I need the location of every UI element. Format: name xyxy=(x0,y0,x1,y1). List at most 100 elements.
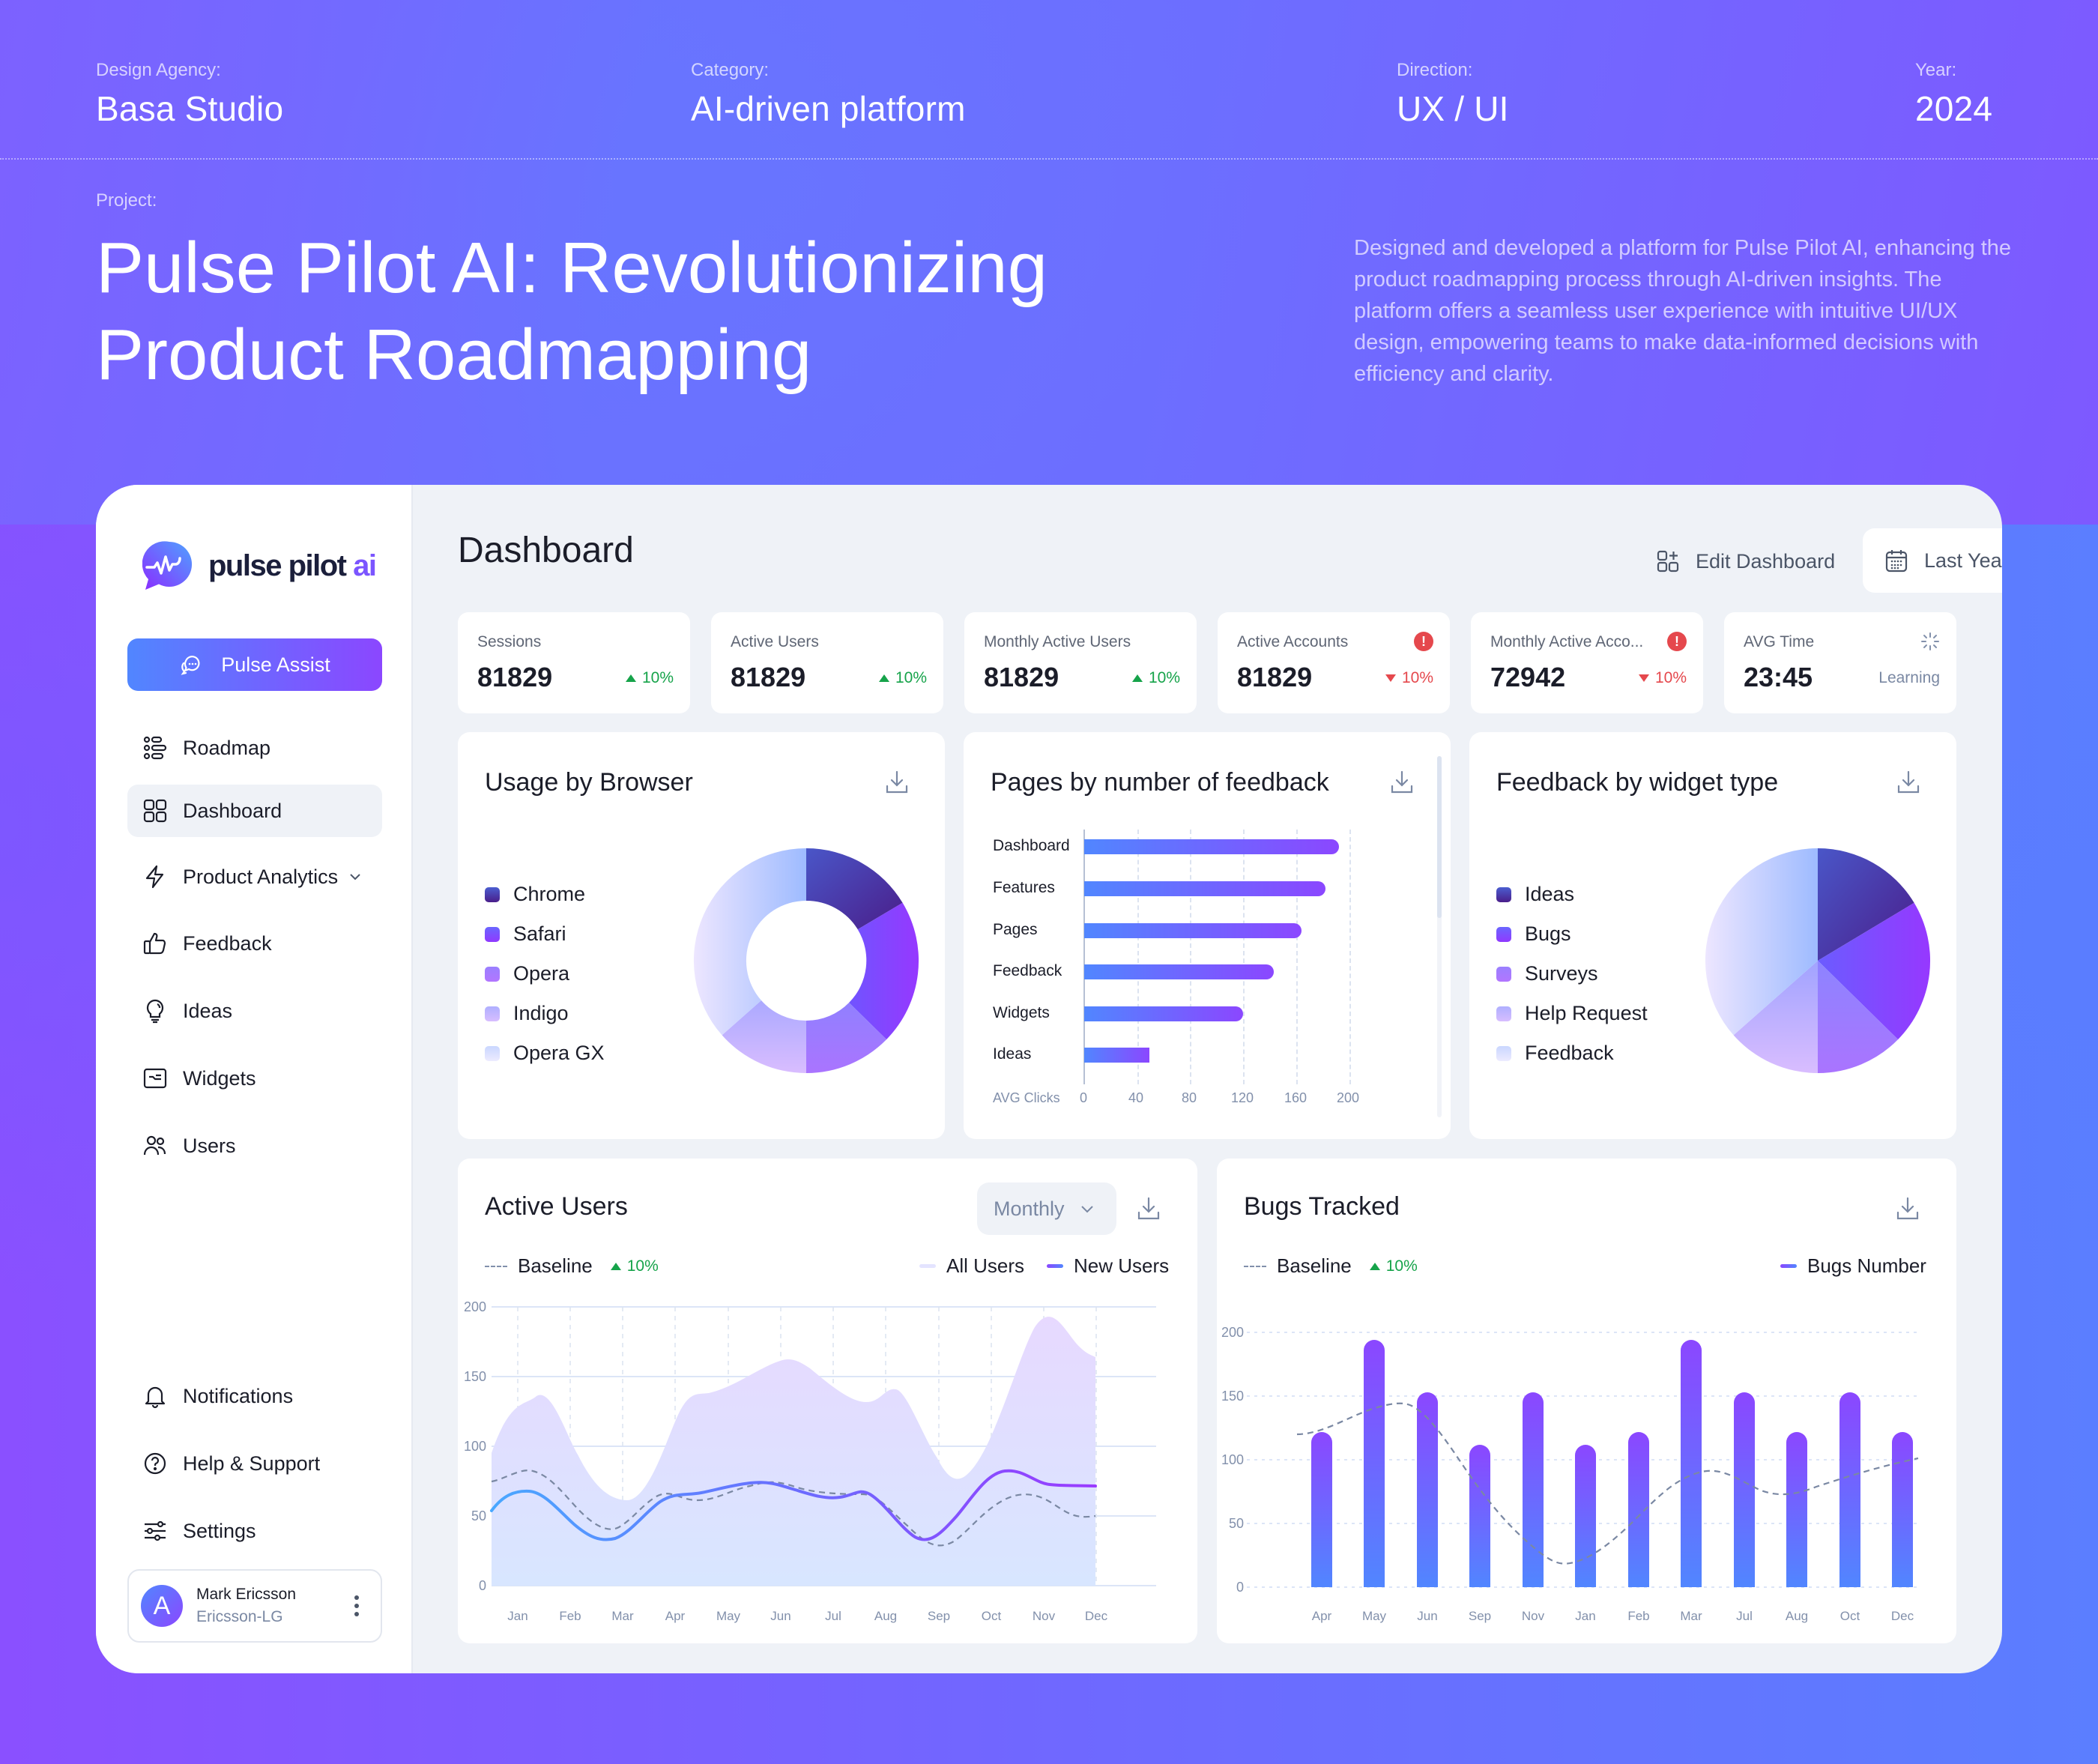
meta-value-direction: UX / UI xyxy=(1397,89,1509,128)
sidebar-item-product-analytics[interactable]: Product Analytics xyxy=(127,851,382,903)
slice-indigo[interactable] xyxy=(722,1000,806,1073)
bar-sep[interactable] xyxy=(1469,1445,1490,1587)
bar-feb[interactable] xyxy=(1628,1432,1649,1587)
slice-surveys[interactable] xyxy=(1818,961,1899,1073)
sidebar-item-label: Product Analytics xyxy=(183,865,339,888)
meta-value-year: 2024 xyxy=(1915,89,1993,128)
kpi-delta: 10% xyxy=(1638,669,1687,687)
sidebar-item-feedback[interactable]: Feedback xyxy=(127,917,382,970)
kpi-label: Monthly Active Acco... xyxy=(1490,633,1644,650)
sidebar-item-label: Settings xyxy=(183,1519,256,1542)
widget-icon xyxy=(143,1068,167,1089)
bar-ideas[interactable] xyxy=(1084,1048,1149,1063)
slice-bugs[interactable] xyxy=(1818,902,1931,1040)
sidebar-item-users[interactable]: Users xyxy=(127,1120,382,1172)
x-tick: Apr xyxy=(665,1609,686,1623)
bar-jun[interactable] xyxy=(1417,1392,1438,1587)
slice-opera-gx[interactable] xyxy=(693,848,806,1036)
download-icon[interactable] xyxy=(1896,770,1921,795)
x-tick: Jun xyxy=(770,1609,790,1623)
edit-dashboard-button[interactable]: Edit Dashboard xyxy=(1657,530,1835,593)
kpi-card-avg-time[interactable]: AVG Time 23:45 Learning xyxy=(1724,612,1956,713)
sidebar-item-notifications[interactable]: Notifications xyxy=(127,1370,382,1422)
bar-aug[interactable] xyxy=(1786,1432,1807,1587)
active-users-area-chart[interactable]: 200 150 100 50 0 Jan Feb Mar Apr May Jun… xyxy=(458,1159,1197,1643)
sidebar-item-ideas[interactable]: Ideas xyxy=(127,985,382,1037)
bar-oct[interactable] xyxy=(1839,1392,1860,1587)
kpi-card-sessions[interactable]: Sessions 81829 10% xyxy=(458,612,690,713)
baseline-delta: 10% xyxy=(610,1257,659,1275)
bar-features[interactable] xyxy=(1084,881,1325,896)
download-icon[interactable] xyxy=(1136,1196,1161,1221)
x-tick: 0 xyxy=(1080,1090,1088,1105)
slice-help-request[interactable] xyxy=(1733,961,1818,1073)
x-tick: Dec xyxy=(1085,1609,1108,1623)
legend-item-bugs-number[interactable]: Bugs Number xyxy=(1780,1254,1926,1278)
download-icon[interactable] xyxy=(1895,1196,1920,1221)
bar-nov[interactable] xyxy=(1523,1392,1544,1587)
alert-icon[interactable]: ! xyxy=(1667,632,1687,651)
bell-icon xyxy=(145,1386,166,1409)
slice-safari[interactable] xyxy=(849,902,919,1040)
user-profile-card[interactable]: A Mark Ericsson Ericsson-LG xyxy=(127,1569,382,1643)
pulse-assist-button[interactable]: Pulse Assist xyxy=(127,638,382,691)
logo[interactable]: pulse pilot ai xyxy=(142,539,377,593)
bar-dashboard[interactable] xyxy=(1084,839,1339,854)
bar-label: Widgets xyxy=(993,1004,1050,1021)
kpi-card-monthly-active-users[interactable]: Monthly Active Users 81829 10% xyxy=(964,612,1197,713)
kpi-card-active-accounts[interactable]: Active Accounts ! 81829 10% xyxy=(1218,612,1450,713)
legend-label: Bugs xyxy=(1525,922,1571,945)
x-tick: May xyxy=(1362,1609,1387,1623)
x-tick: Jun xyxy=(1417,1609,1437,1623)
bar-dec[interactable] xyxy=(1892,1432,1913,1587)
card-title: Active Users xyxy=(485,1192,628,1221)
chart-legend: Chrome Safari Opera Indigo Opera GX xyxy=(485,875,605,1073)
sidebar-item-dashboard[interactable]: Dashboard xyxy=(127,785,382,837)
bar-mar[interactable] xyxy=(1681,1340,1702,1587)
bugs-tracked-bar-chart[interactable]: 200 150 100 50 0 Apr May Jun Sep Nov Jan… xyxy=(1217,1159,1956,1643)
legend-label: Ideas xyxy=(1525,883,1575,905)
kpi-card-monthly-active-accounts[interactable]: Monthly Active Acco... ! 72942 10% xyxy=(1471,612,1703,713)
chevron-down-icon[interactable] xyxy=(347,869,363,885)
kpi-value: 81829 xyxy=(477,662,553,692)
x-axis-ticks: Apr May Jun Sep Nov Jan Feb Mar Jul Aug … xyxy=(1312,1609,1914,1623)
kpi-card-active-users[interactable]: Active Users 81829 10% xyxy=(711,612,943,713)
download-icon[interactable] xyxy=(884,770,910,795)
alert-icon[interactable]: ! xyxy=(1414,632,1433,651)
bar-apr[interactable] xyxy=(1311,1432,1332,1587)
slice-ideas[interactable] xyxy=(1818,848,1914,961)
browser-donut-chart[interactable] xyxy=(683,837,930,1084)
sidebar-item-settings[interactable]: Settings xyxy=(127,1505,382,1557)
sidebar-item-roadmap[interactable]: Roadmap xyxy=(127,722,382,774)
legend-item-all-users[interactable]: All Users xyxy=(919,1254,1024,1278)
y-tick: 150 xyxy=(464,1369,486,1384)
bar-feedback[interactable] xyxy=(1084,964,1274,979)
legend-swatch xyxy=(485,1045,500,1061)
slice-chrome[interactable] xyxy=(806,848,903,930)
date-range-picker[interactable]: Last Year xyxy=(1863,528,2002,593)
legend-label: Help Request xyxy=(1525,1002,1648,1024)
scrollbar-track[interactable] xyxy=(1437,756,1442,1117)
bar-widgets[interactable] xyxy=(1084,1006,1243,1021)
legend-item-new-users[interactable]: New Users xyxy=(1047,1254,1169,1278)
x-tick: Mar xyxy=(611,1609,634,1623)
bar-jan[interactable] xyxy=(1575,1445,1596,1587)
widget-pie-chart[interactable] xyxy=(1694,837,1941,1084)
meta-label-direction: Direction: xyxy=(1397,60,1473,80)
bar-may[interactable] xyxy=(1364,1340,1385,1587)
legend-swatch xyxy=(1496,926,1511,942)
more-vertical-icon[interactable] xyxy=(354,1595,360,1617)
scrollbar-thumb[interactable] xyxy=(1437,756,1442,918)
x-tick: Feb xyxy=(559,1609,581,1623)
legend-item: Bugs xyxy=(1496,914,1648,954)
legend-label: Safari xyxy=(513,922,566,945)
sidebar-item-help-support[interactable]: Help & Support xyxy=(127,1437,382,1490)
bar-pages[interactable] xyxy=(1084,923,1302,938)
download-icon[interactable] xyxy=(1389,770,1415,795)
slice-feedback[interactable] xyxy=(1705,848,1818,1036)
bar-jul[interactable] xyxy=(1734,1392,1755,1587)
sidebar-item-widgets[interactable]: Widgets xyxy=(127,1052,382,1105)
kpi-value: 81829 xyxy=(731,662,806,692)
period-select[interactable]: Monthly xyxy=(977,1182,1116,1235)
slice-opera[interactable] xyxy=(806,1003,887,1073)
